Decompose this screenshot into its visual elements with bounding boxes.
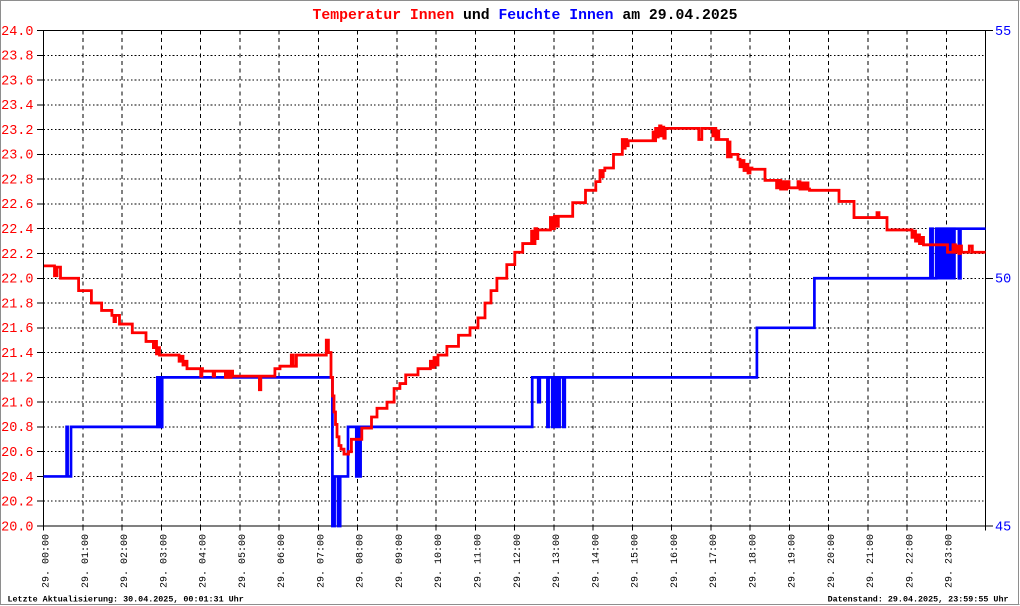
svg-text:29. 22:00: 29. 22:00 [905,534,916,588]
svg-text:29. 15:00: 29. 15:00 [631,534,642,588]
svg-text:20.8: 20.8 [1,421,33,436]
svg-text:Datenstand: 29.04.2025, 23:59:: Datenstand: 29.04.2025, 23:59:55 Uhr [828,595,1009,605]
svg-text:22.2: 22.2 [1,248,33,263]
svg-text:45: 45 [995,520,1011,535]
svg-text:22.0: 22.0 [1,273,33,288]
svg-text:29. 21:00: 29. 21:00 [866,534,877,588]
svg-text:Letzte Aktualisierung: 30.04.2: Letzte Aktualisierung: 30.04.2025, 00:01… [8,595,244,605]
svg-text:29. 07:00: 29. 07:00 [316,534,327,588]
svg-text:23.8: 23.8 [1,50,33,65]
svg-text:29. 05:00: 29. 05:00 [238,534,249,588]
svg-text:29. 18:00: 29. 18:00 [748,534,759,588]
svg-text:29. 16:00: 29. 16:00 [670,534,681,588]
svg-text:29. 01:00: 29. 01:00 [81,534,92,588]
svg-text:22.6: 22.6 [1,198,33,213]
svg-text:21.6: 21.6 [1,322,33,337]
svg-text:29. 00:00: 29. 00:00 [42,534,53,588]
svg-text:29. 13:00: 29. 13:00 [552,534,563,588]
svg-text:21.8: 21.8 [1,297,33,312]
svg-text:55: 55 [995,25,1011,40]
svg-text:23.0: 23.0 [1,149,33,164]
svg-text:29. 17:00: 29. 17:00 [709,534,720,588]
svg-text:23.2: 23.2 [1,124,33,139]
svg-text:23.4: 23.4 [1,99,33,114]
svg-text:29. 23:00: 29. 23:00 [945,534,956,588]
svg-text:20.4: 20.4 [1,471,33,486]
svg-text:29. 06:00: 29. 06:00 [277,534,288,588]
svg-text:20.6: 20.6 [1,446,33,461]
svg-text:22.4: 22.4 [1,223,33,238]
svg-text:29. 12:00: 29. 12:00 [513,534,524,588]
svg-text:29. 02:00: 29. 02:00 [120,534,131,588]
svg-text:20.0: 20.0 [1,520,33,535]
svg-text:29. 08:00: 29. 08:00 [356,534,367,588]
svg-text:21.2: 21.2 [1,372,33,387]
svg-text:23.6: 23.6 [1,74,33,89]
svg-text:29. 03:00: 29. 03:00 [159,534,170,588]
svg-text:21.0: 21.0 [1,396,33,411]
svg-text:29. 04:00: 29. 04:00 [199,534,210,588]
svg-text:21.4: 21.4 [1,347,33,362]
svg-text:29. 20:00: 29. 20:00 [827,534,838,588]
svg-text:20.2: 20.2 [1,496,33,511]
svg-text:29. 11:00: 29. 11:00 [474,534,485,588]
svg-text:29. 09:00: 29. 09:00 [395,534,406,588]
svg-text:22.8: 22.8 [1,173,33,188]
svg-text:24.0: 24.0 [1,25,33,40]
svg-text:29. 10:00: 29. 10:00 [434,534,445,588]
svg-text:50: 50 [995,273,1011,288]
svg-text:Temperatur Innen und Feuchte I: Temperatur Innen und Feuchte Innen am 29… [313,8,738,24]
svg-text:29. 14:00: 29. 14:00 [591,534,602,588]
svg-text:29. 19:00: 29. 19:00 [788,534,799,588]
